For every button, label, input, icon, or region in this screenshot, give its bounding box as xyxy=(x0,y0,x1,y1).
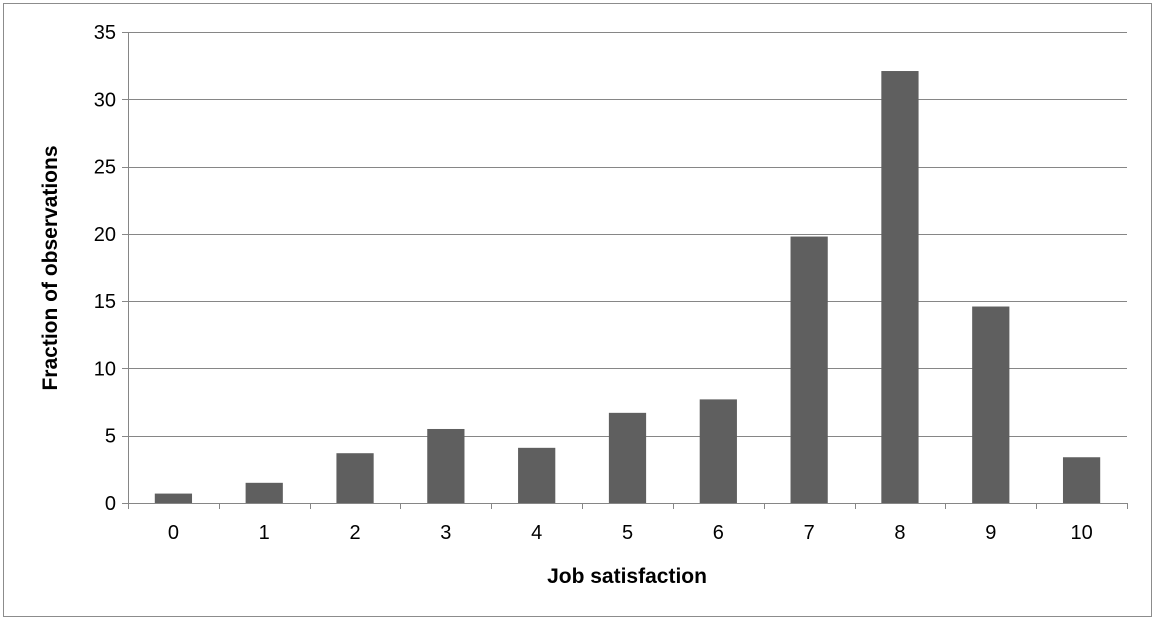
axes xyxy=(122,32,1128,509)
x-tick-label: 4 xyxy=(531,522,542,544)
chart-border xyxy=(3,3,1152,617)
x-tick-label: 7 xyxy=(804,522,815,544)
bar-9 xyxy=(972,306,1010,503)
y-tick-label: 15 xyxy=(94,291,116,313)
y-tick-label: 20 xyxy=(94,224,116,246)
bars xyxy=(154,71,1101,504)
bar-8 xyxy=(881,71,919,504)
bar-4 xyxy=(518,447,556,503)
y-tick-label: 5 xyxy=(105,426,116,448)
bar-1 xyxy=(245,482,283,503)
y-tick-label: 30 xyxy=(94,89,116,111)
x-tick-label: 8 xyxy=(894,522,905,544)
x-tick-label: 2 xyxy=(349,522,360,544)
y-tick-label: 25 xyxy=(94,157,116,179)
y-tick-label: 35 xyxy=(94,22,116,44)
x-tick-label: 3 xyxy=(440,522,451,544)
x-tick-label: 0 xyxy=(168,522,179,544)
y-tick-labels: 0 5 10 15 20 25 30 35 xyxy=(94,22,116,515)
y-tick-label: 10 xyxy=(94,358,116,380)
x-tick-label: 1 xyxy=(259,522,270,544)
x-axis-title: Job satisfaction xyxy=(547,565,707,588)
bar-7 xyxy=(790,236,828,503)
y-axis-title: Fraction of observations xyxy=(39,145,62,390)
bar-10 xyxy=(1062,457,1101,503)
y-tick-label: 0 xyxy=(105,493,116,515)
gridlines xyxy=(128,32,1127,437)
bar-2 xyxy=(336,453,374,503)
x-tick-label: 5 xyxy=(622,522,633,544)
bar-0 xyxy=(154,493,193,503)
x-tick-label: 6 xyxy=(713,522,724,544)
bar-5 xyxy=(608,412,647,503)
bar-6 xyxy=(699,399,737,503)
bar-3 xyxy=(427,428,465,503)
x-tick-label: 10 xyxy=(1070,522,1092,544)
x-tick-labels: 0 1 2 3 4 5 6 7 8 9 10 xyxy=(168,522,1093,544)
x-tick-label: 9 xyxy=(985,522,996,544)
